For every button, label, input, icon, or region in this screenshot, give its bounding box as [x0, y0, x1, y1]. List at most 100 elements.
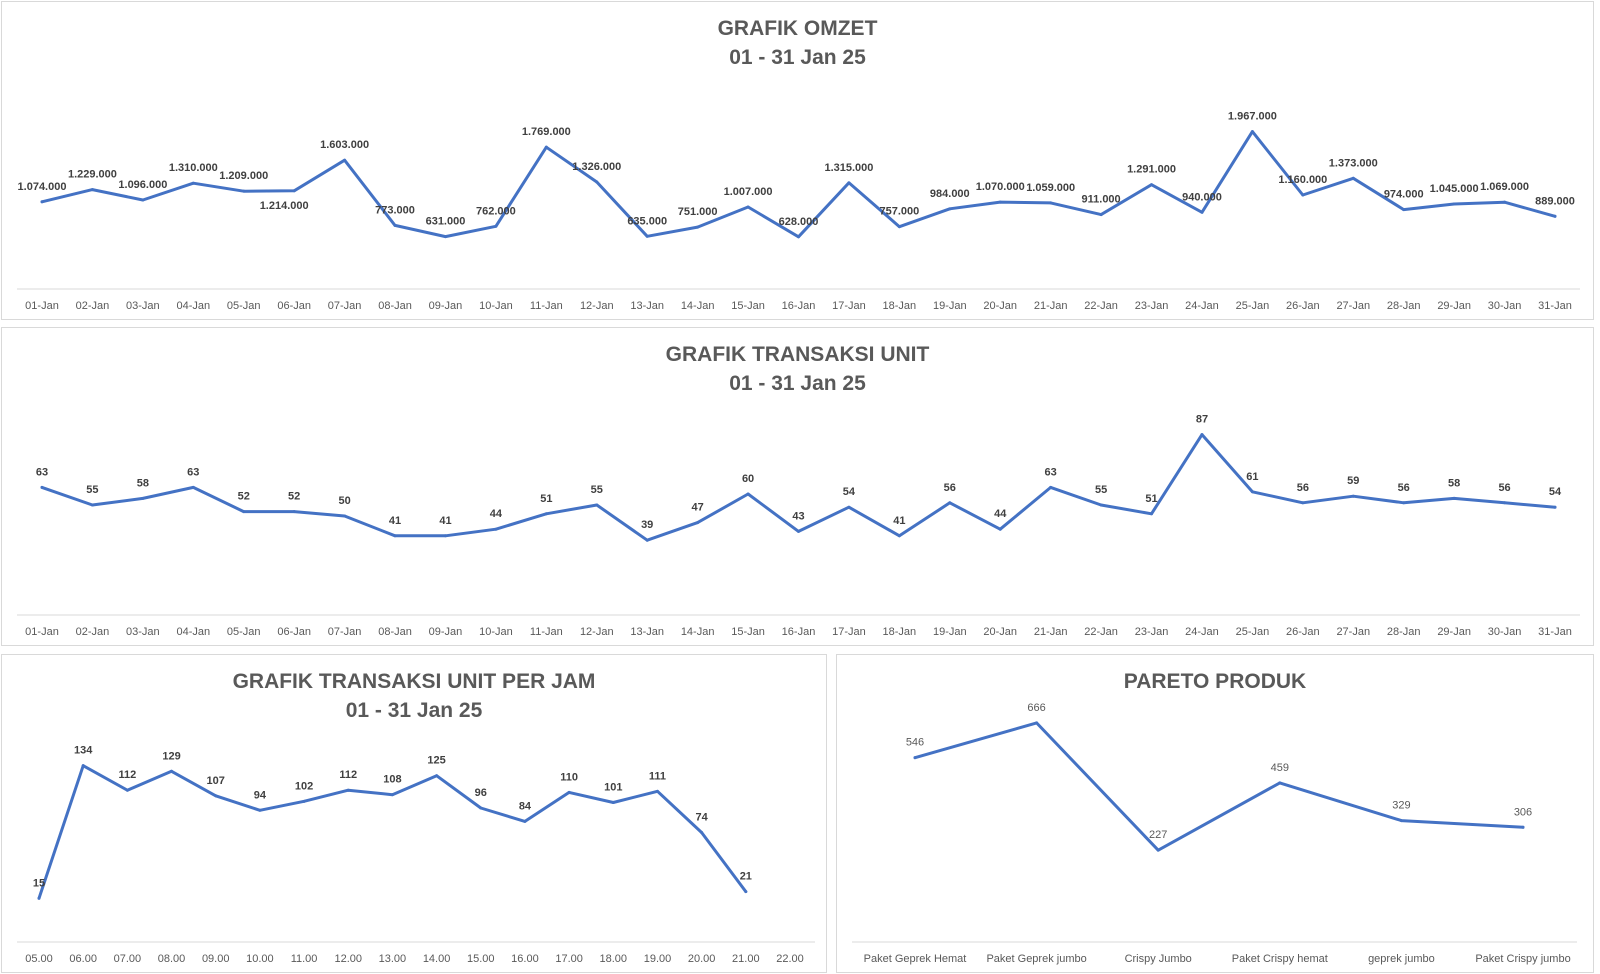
data-point [998, 527, 1002, 531]
x-tick-label: 20.00 [688, 953, 716, 965]
x-tick-label: 09-Jan [429, 626, 463, 638]
data-point [258, 808, 262, 812]
data-point [746, 205, 750, 209]
x-tick-label: 01-Jan [25, 300, 59, 312]
data-label: 635.000 [627, 215, 667, 227]
chart-panel-transaksi-unit: GRAFIK TRANSAKSI UNIT 01 - 31 Jan 25 01-… [1, 327, 1594, 646]
data-label: 47 [692, 502, 704, 514]
x-tick-label: 11-Jan [530, 300, 563, 312]
x-tick-label: 15-Jan [731, 300, 765, 312]
x-tick-label: 22-Jan [1084, 300, 1118, 312]
line-chart-transaksi-per-jam: 05.00 06.00 07.00 08.00 09.00 10.00 11.00 12.00… [17, 745, 815, 965]
x-tick-label: 19.00 [644, 953, 672, 965]
data-point [1452, 496, 1456, 500]
x-tick-label: 10-Jan [479, 300, 513, 312]
data-label: 984.000 [930, 188, 970, 200]
data-point [696, 521, 700, 525]
x-tick-label: 12.00 [334, 953, 362, 965]
x-tick-label: 10-Jan [479, 626, 513, 638]
data-label: 58 [137, 477, 149, 489]
x-tick-label: 02-Jan [76, 626, 110, 638]
data-label: 59 [1347, 475, 1359, 487]
data-point [390, 793, 394, 797]
data-label: 459 [1271, 762, 1289, 774]
data-point [1156, 848, 1160, 852]
data-label: 15 [33, 877, 45, 889]
data-point [1099, 213, 1103, 217]
data-point [292, 189, 296, 193]
data-point [1099, 503, 1103, 507]
x-tick-label: 30-Jan [1488, 300, 1522, 312]
data-point [1150, 183, 1154, 187]
data-label: 51 [540, 493, 552, 505]
x-tick-label: Crispy Jumbo [1125, 953, 1192, 965]
data-label: 55 [86, 484, 98, 496]
data-point [479, 806, 483, 810]
x-tick-label: 20-Jan [983, 300, 1017, 312]
data-label: 52 [288, 491, 300, 503]
data-point [797, 235, 800, 239]
data-label: 1.007.000 [724, 186, 773, 198]
data-point [544, 145, 548, 149]
data-point [1200, 210, 1204, 214]
data-label: 227 [1149, 829, 1167, 841]
data-point [645, 538, 649, 542]
series-line [40, 433, 1557, 542]
x-tick-label: 03-Jan [126, 300, 160, 312]
data-label: 1.315.000 [824, 162, 873, 174]
chart-title: GRAFIK TRANSAKSI UNIT [665, 343, 930, 366]
data-point [797, 529, 800, 533]
data-point [435, 774, 439, 778]
data-label: 112 [118, 769, 136, 781]
data-point [1521, 825, 1525, 829]
data-label: 39 [641, 519, 653, 531]
data-label: 101 [604, 781, 622, 793]
x-tick-label: 09.00 [202, 953, 230, 965]
data-point [170, 769, 174, 773]
data-label: 666 [1027, 702, 1045, 714]
x-tick-label: 16-Jan [782, 300, 816, 312]
data-point [37, 896, 41, 900]
x-tick-label: 13-Jan [630, 300, 664, 312]
x-tick-label: 23-Jan [1135, 300, 1169, 312]
data-label: 58 [1448, 477, 1460, 489]
data-label: 44 [994, 508, 1007, 520]
x-tick-label: 06-Jan [277, 300, 311, 312]
data-label: 1.291.000 [1127, 164, 1176, 176]
data-label: 51 [1145, 493, 1157, 505]
data-label: 61 [1246, 471, 1258, 483]
data-point [746, 492, 750, 496]
x-tick-label: geprek jumbo [1368, 953, 1435, 965]
data-label: 1.209.000 [219, 170, 268, 182]
x-tick-label: 16.00 [511, 953, 539, 965]
chart-subtitle: 01 - 31 Jan 25 [345, 699, 483, 722]
data-label: 108 [383, 774, 401, 786]
data-label: 306 [1514, 806, 1532, 818]
data-label: 631.000 [426, 216, 466, 228]
data-point [1049, 485, 1053, 489]
data-label: 112 [339, 769, 357, 781]
chart-subtitle: 01 - 31 Jan 25 [729, 372, 866, 395]
data-point [1399, 819, 1403, 823]
x-tick-label: 08-Jan [378, 626, 412, 638]
x-tick-label: 25-Jan [1236, 626, 1270, 638]
x-tick-label: 01-Jan [25, 626, 59, 638]
data-label: 911.000 [1082, 194, 1121, 206]
data-point [948, 207, 952, 211]
x-tick-label: 24-Jan [1185, 300, 1219, 312]
data-point [1250, 130, 1254, 134]
data-point [948, 501, 952, 505]
data-label: 1.310.000 [169, 162, 218, 174]
data-label: 41 [439, 515, 451, 527]
data-point [242, 189, 246, 193]
x-tick-label: 05.00 [25, 953, 53, 965]
x-tick-label: 07.00 [114, 953, 142, 965]
data-point [1553, 214, 1557, 218]
x-tick-label: 21-Jan [1034, 626, 1068, 638]
data-point [90, 188, 94, 192]
data-label: 63 [36, 466, 48, 478]
data-point [1301, 501, 1305, 505]
data-point [1301, 193, 1305, 197]
x-tick-label: 13-Jan [630, 626, 664, 638]
data-point [1402, 208, 1406, 212]
